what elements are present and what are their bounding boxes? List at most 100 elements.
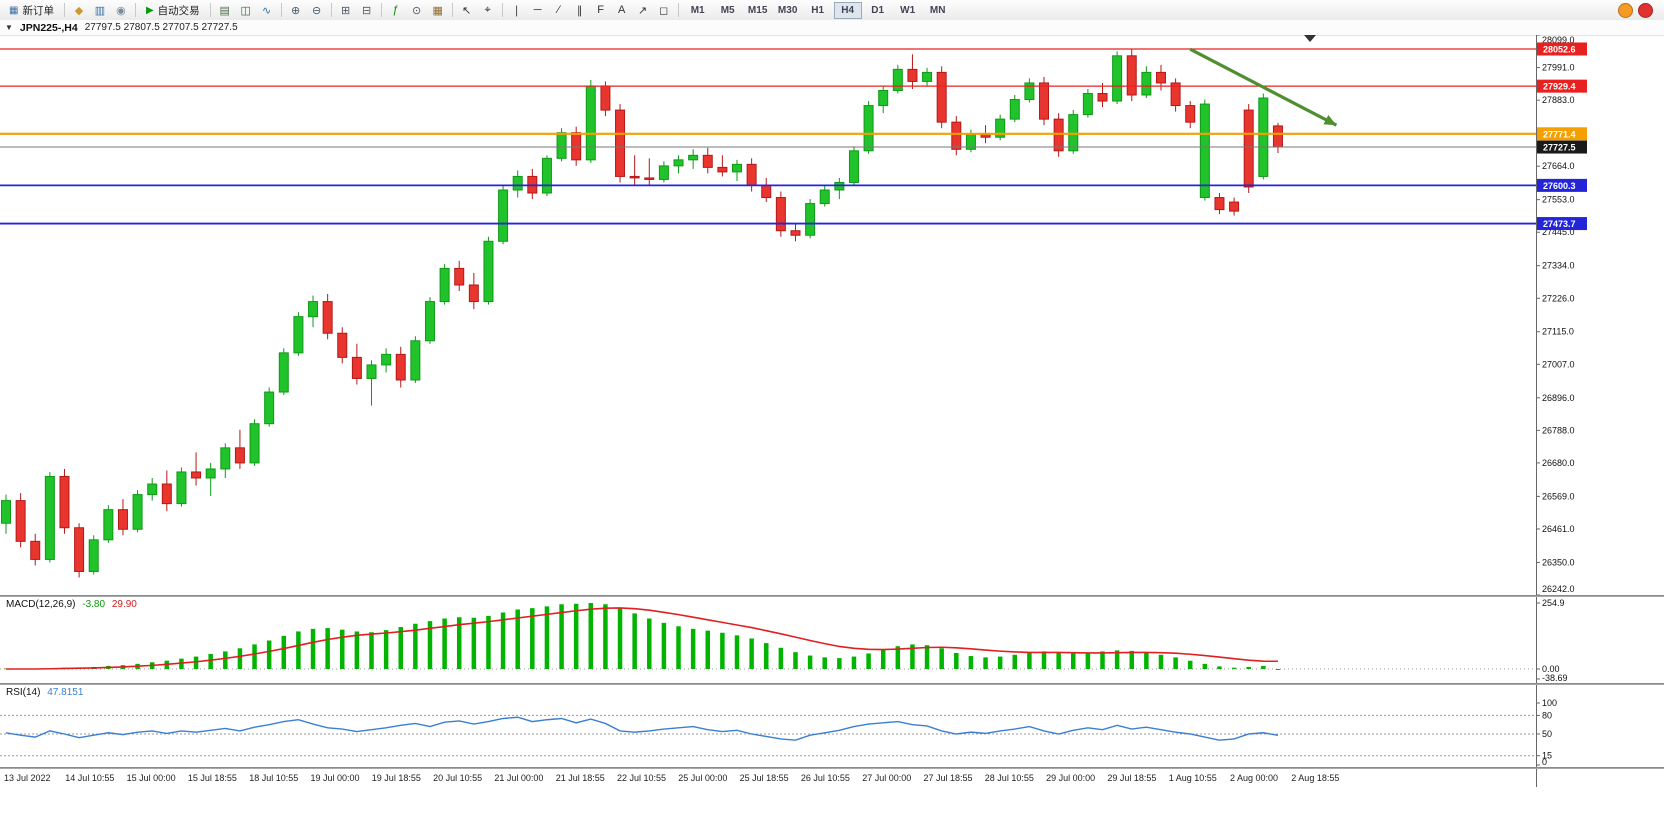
panel-separator[interactable]	[0, 595, 1664, 597]
price-tick-label: 26788.0	[1542, 425, 1575, 435]
time-axis[interactable]: 13 Jul 2022 14 Jul 10:55 15 Jul 00:00 15 Ju…	[0, 769, 1664, 787]
candle	[878, 85, 889, 114]
candle	[585, 79, 596, 163]
timeframe-m30-button[interactable]: M30	[777, 4, 798, 16]
macd-panel-canvas[interactable]: 254.9 0.00-38.69	[0, 597, 1664, 683]
candle	[205, 462, 216, 497]
price-tick-label: 27553.0	[1542, 195, 1575, 205]
candle	[337, 327, 348, 364]
candle	[644, 158, 655, 186]
candle	[1243, 104, 1254, 194]
rsi-current-value: 47.8151	[47, 687, 84, 698]
templates-icon[interactable]: ▦	[432, 4, 443, 17]
candle	[1229, 197, 1240, 216]
rsi-tick-label: 100	[1542, 698, 1557, 708]
time-axis-label: 26 Jul 10:55	[801, 773, 850, 783]
navigator-icon[interactable]: ◉	[116, 4, 126, 17]
channel-icon[interactable]: ∥	[576, 4, 583, 17]
timeframe-mn-button[interactable]: MN	[929, 4, 946, 16]
candle	[30, 533, 41, 566]
candle	[702, 147, 713, 174]
market-watch-icon[interactable]: ▥	[94, 4, 106, 17]
price-tick-label: 26242.0	[1542, 584, 1575, 594]
chart-shift-marker[interactable]	[1304, 35, 1316, 42]
candle	[819, 185, 830, 207]
price-badge	[1537, 79, 1587, 93]
timeframe-h4-button[interactable]: H4	[833, 1, 862, 19]
text-icon[interactable]: A	[617, 4, 626, 16]
macd-tick-label: -38.69	[1542, 673, 1568, 683]
candle	[468, 272, 479, 310]
trendline-icon[interactable]: ∕	[557, 4, 560, 16]
timeframe-m5-button[interactable]: M5	[720, 4, 735, 16]
candle	[103, 505, 114, 543]
arrows-icon[interactable]: ↗	[638, 4, 648, 17]
macd-tick-label: 0.00	[1542, 664, 1560, 674]
macd-label: MACD(12,26,9) -3.80 29.90	[6, 599, 137, 610]
panel-separator[interactable]	[0, 767, 1664, 769]
timeframe-m15-button[interactable]: M15	[747, 4, 768, 16]
alerts-icon[interactable]	[1638, 2, 1653, 18]
panel-separator[interactable]	[0, 683, 1664, 685]
cascade-windows-icon[interactable]: ⊟	[362, 4, 372, 17]
candle	[308, 295, 319, 328]
price-tick-label: 26350.0	[1542, 557, 1575, 567]
zoom-in-icon[interactable]: ⊕	[291, 4, 301, 17]
toolbar-separator	[280, 3, 282, 17]
bar-chart-icon[interactable]: ▤	[219, 4, 230, 17]
candle	[220, 443, 231, 478]
rsi-tick-label: 15	[1542, 751, 1552, 761]
symbols-icon[interactable]: ◆	[74, 4, 84, 17]
price-badge-label: 27727.5	[1543, 143, 1576, 153]
candle	[74, 523, 85, 578]
cursor-icon[interactable]: ↖	[462, 4, 472, 17]
candle	[249, 419, 260, 466]
community-icon[interactable]	[1618, 2, 1633, 18]
tile-windows-icon[interactable]: ⊞	[341, 4, 351, 17]
candle	[234, 429, 245, 469]
auto-trading-label: 自动交易	[157, 4, 200, 17]
candle	[1024, 78, 1035, 103]
candle	[483, 236, 494, 305]
fibonacci-icon[interactable]: F	[597, 4, 605, 16]
indicators-icon[interactable]: ƒ	[392, 4, 399, 16]
price-tick-label: 27334.0	[1542, 261, 1575, 271]
toolbar-group-panels: ◆ ▥ ◉	[69, 1, 139, 20]
candle	[1009, 95, 1020, 123]
vertical-line-icon[interactable]: ∣	[513, 4, 520, 17]
candle	[629, 155, 640, 186]
auto-trading-button[interactable]: ▶ 自动交易	[140, 1, 206, 20]
candle	[59, 468, 70, 534]
price-chart-canvas[interactable]: 28099.0 27991.0 27883.0 27664.0 27553.0 27445…	[0, 35, 1664, 595]
horizontal-line-icon[interactable]: ─	[533, 4, 542, 16]
trend-arrow[interactable]	[1189, 47, 1338, 127]
new-order-button[interactable]: ▦ 新订单	[3, 1, 60, 20]
price-badge-label: 27473.7	[1543, 219, 1576, 229]
toolbar-separator	[330, 3, 332, 17]
timeframe-h1-button[interactable]: H1	[811, 4, 825, 16]
price-badge-label: 27771.4	[1543, 129, 1576, 139]
candle	[688, 149, 699, 169]
shapes-icon[interactable]: ◻	[659, 4, 669, 17]
timeframe-d1-button[interactable]: D1	[871, 4, 885, 16]
price-tick-label: 26569.0	[1542, 491, 1575, 501]
timeframe-w1-button[interactable]: W1	[900, 4, 916, 16]
periods-icon[interactable]: ⊙	[412, 4, 422, 17]
candle	[395, 346, 406, 388]
time-axis-label: 19 Jul 00:00	[311, 773, 360, 783]
auto-trading-icon: ▶	[145, 4, 154, 16]
crosshair-icon[interactable]: ⌖	[484, 3, 491, 16]
time-axis-label: 14 Jul 10:55	[65, 773, 114, 783]
time-axis-label: 25 Jul 00:00	[678, 773, 727, 783]
zoom-out-icon[interactable]: ⊖	[312, 4, 322, 17]
line-chart-icon[interactable]: ∿	[262, 4, 272, 17]
candlestick-chart-icon[interactable]: ◫	[240, 4, 251, 17]
one-click-trading-collapse-icon[interactable]: ▼	[5, 23, 13, 32]
rsi-panel-canvas[interactable]: 100 80 50 150	[0, 685, 1664, 767]
candle	[1170, 78, 1181, 112]
candle	[907, 54, 918, 89]
timeframe-m1-button[interactable]: M1	[690, 4, 705, 16]
time-axis-label: 15 Jul 18:55	[188, 773, 237, 783]
toolbar-separator	[134, 3, 136, 17]
